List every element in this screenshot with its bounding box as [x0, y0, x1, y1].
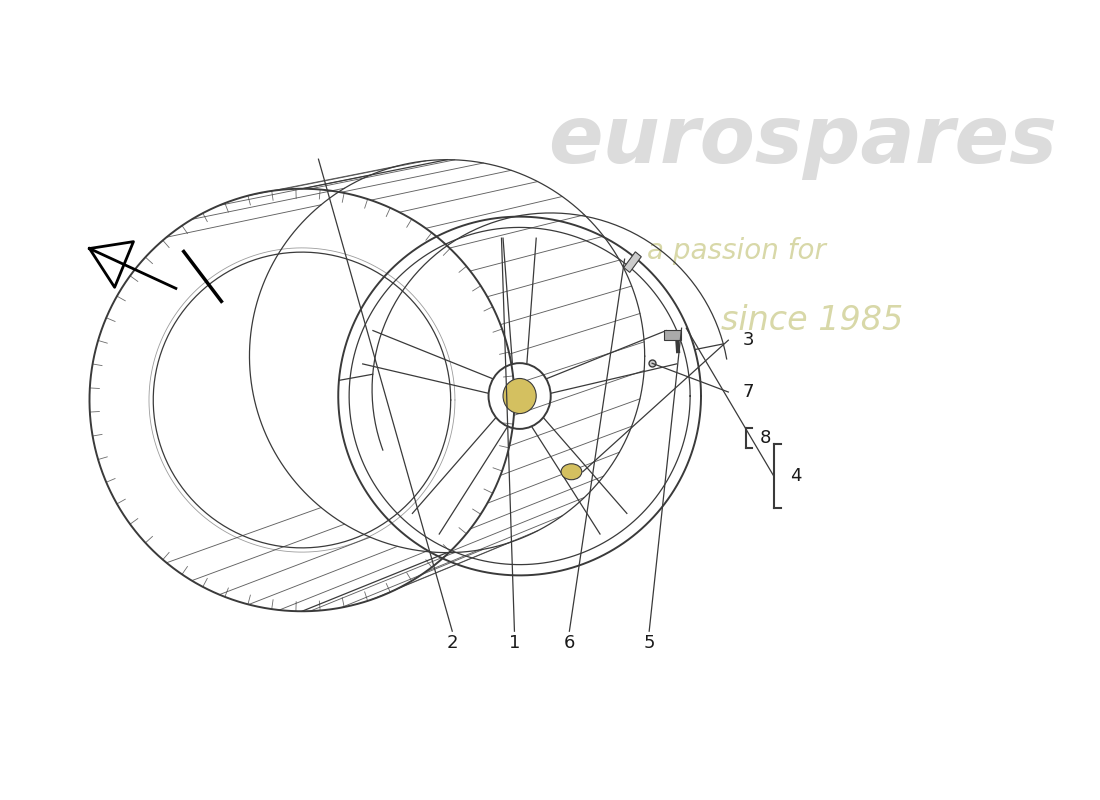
Circle shape	[503, 378, 536, 414]
Text: 2: 2	[447, 634, 458, 652]
Text: since 1985: since 1985	[720, 304, 903, 337]
Bar	[624, 252, 641, 273]
Text: eurospares: eurospares	[548, 102, 1057, 180]
Text: 6: 6	[563, 634, 575, 652]
FancyBboxPatch shape	[664, 330, 681, 340]
Text: 5: 5	[644, 634, 654, 652]
Text: 1: 1	[509, 634, 520, 652]
Text: 7: 7	[742, 383, 754, 401]
Text: 8: 8	[760, 429, 771, 447]
Text: 3: 3	[742, 331, 754, 350]
Ellipse shape	[561, 464, 582, 480]
Text: a passion for: a passion for	[647, 237, 826, 265]
Text: 4: 4	[791, 466, 802, 485]
